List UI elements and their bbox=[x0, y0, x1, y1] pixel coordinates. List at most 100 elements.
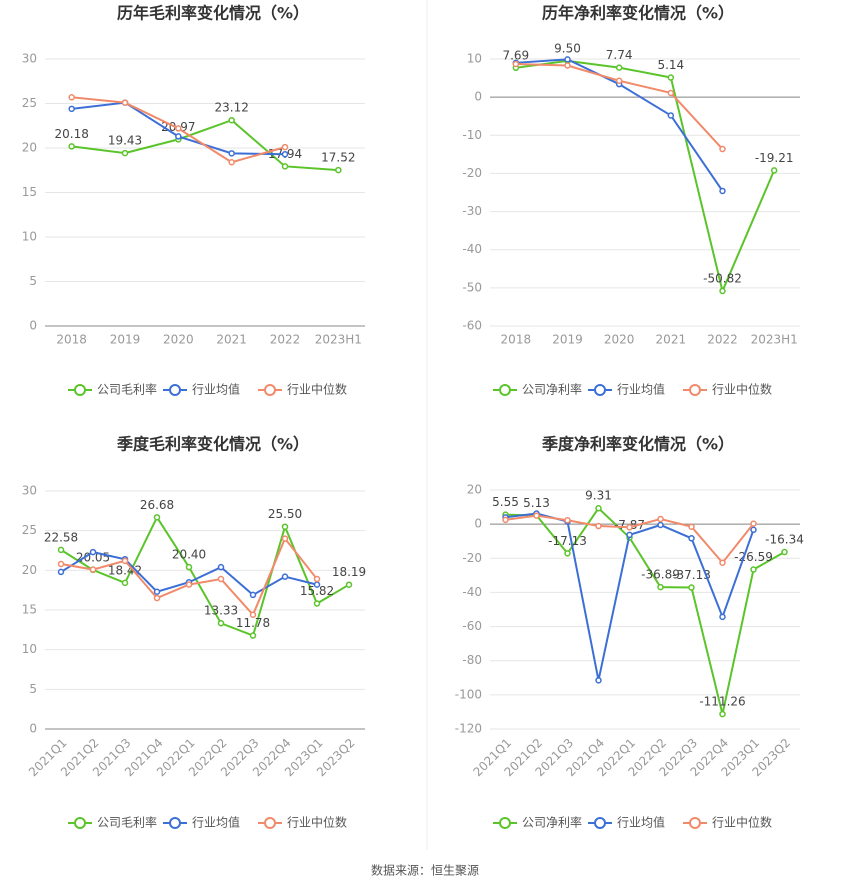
point bbox=[281, 523, 289, 530]
point bbox=[688, 523, 695, 530]
y-tick-label: 10 bbox=[22, 230, 37, 244]
y-tick-label: 0 bbox=[29, 722, 37, 736]
point bbox=[750, 566, 757, 573]
x-tick-label: 2023H1 bbox=[751, 333, 798, 347]
point bbox=[68, 143, 75, 150]
point bbox=[667, 112, 675, 119]
y-tick-label: -10 bbox=[462, 128, 482, 142]
series-line bbox=[71, 119, 339, 172]
legend-label: 行业中位数 bbox=[287, 815, 347, 830]
point bbox=[615, 77, 623, 84]
data-label: -19.21 bbox=[755, 151, 794, 165]
legend-marker bbox=[689, 817, 701, 829]
point bbox=[335, 166, 342, 174]
x-tick-label: 2020 bbox=[604, 333, 635, 347]
point bbox=[667, 89, 675, 97]
point bbox=[719, 287, 726, 295]
data-label: 19.43 bbox=[108, 134, 142, 148]
point bbox=[121, 149, 129, 157]
data-label: -36.89 bbox=[641, 568, 680, 582]
point bbox=[564, 56, 571, 63]
point bbox=[502, 516, 509, 524]
series-line bbox=[505, 512, 755, 681]
point bbox=[595, 504, 602, 512]
point bbox=[564, 516, 571, 524]
legend-marker bbox=[74, 817, 86, 829]
legend-marker bbox=[74, 384, 86, 396]
point bbox=[249, 591, 257, 599]
data-label: 5.13 bbox=[523, 496, 550, 510]
legend-label: 行业均值 bbox=[617, 382, 665, 397]
data-label: 7.69 bbox=[502, 48, 529, 62]
y-tick-label: 5 bbox=[29, 274, 37, 288]
chart-title: 季度毛利率变化情况（%） bbox=[116, 435, 309, 454]
y-tick-label: -40 bbox=[462, 585, 482, 599]
data-label: -37.13 bbox=[672, 568, 711, 582]
y-tick-label: 0 bbox=[29, 319, 37, 333]
y-tick-label: -30 bbox=[462, 204, 482, 218]
legend-label: 行业均值 bbox=[192, 815, 240, 830]
data-label: 20.18 bbox=[54, 127, 88, 141]
legend-marker bbox=[169, 817, 181, 829]
x-tick-label: 2021 bbox=[216, 333, 247, 347]
point bbox=[564, 550, 571, 557]
point bbox=[121, 99, 129, 106]
series-line bbox=[505, 506, 785, 715]
x-tick-label: 2022 bbox=[707, 333, 738, 347]
y-tick-label: -60 bbox=[462, 619, 482, 633]
legend-marker bbox=[169, 384, 181, 396]
point bbox=[595, 677, 602, 684]
source: 数据来源：恒生聚源 bbox=[371, 863, 479, 878]
data-label: 15.82 bbox=[300, 584, 334, 598]
legend-label: 公司毛利率 bbox=[97, 815, 157, 830]
data-label: 5.14 bbox=[657, 58, 684, 72]
data-label: 9.31 bbox=[585, 489, 612, 503]
point bbox=[533, 512, 540, 519]
y-tick-label: 20 bbox=[467, 483, 482, 497]
point bbox=[626, 523, 633, 531]
x-tick-label: 2023H1 bbox=[315, 333, 362, 347]
point bbox=[781, 548, 788, 556]
legend-label: 行业中位数 bbox=[712, 815, 772, 830]
data-label: 5.55 bbox=[492, 495, 519, 509]
y-tick-label: -50 bbox=[462, 280, 482, 294]
legend-marker bbox=[594, 384, 606, 396]
legend-label: 公司净利率 bbox=[522, 382, 582, 397]
y-tick-label: 20 bbox=[22, 141, 37, 155]
point bbox=[185, 581, 193, 588]
data-label: 17.52 bbox=[321, 151, 355, 165]
point bbox=[281, 573, 289, 580]
data-label: -17.13 bbox=[548, 534, 587, 548]
y-tick-label: 15 bbox=[22, 185, 37, 199]
series-line bbox=[515, 59, 776, 295]
point bbox=[153, 514, 161, 521]
point bbox=[719, 145, 726, 153]
point bbox=[228, 150, 235, 157]
point bbox=[217, 563, 225, 571]
y-tick-label: -20 bbox=[462, 551, 482, 565]
point bbox=[657, 583, 664, 591]
legend-label: 公司净利率 bbox=[522, 815, 582, 830]
legend-label: 行业均值 bbox=[192, 382, 240, 397]
legend-label: 行业中位数 bbox=[287, 382, 347, 397]
data-label: 26.68 bbox=[140, 498, 174, 512]
y-tick-label: 0 bbox=[474, 90, 482, 104]
legend-marker bbox=[499, 817, 511, 829]
data-label: 23.12 bbox=[214, 101, 248, 115]
legend-marker bbox=[499, 384, 511, 396]
point bbox=[89, 566, 97, 573]
y-tick-label: 10 bbox=[22, 642, 37, 656]
point bbox=[68, 94, 75, 101]
legend-marker bbox=[689, 384, 701, 396]
y-tick-label: -20 bbox=[462, 166, 482, 180]
data-label: 13.33 bbox=[204, 604, 238, 618]
point bbox=[228, 158, 235, 166]
point bbox=[688, 535, 695, 542]
legend-label: 行业均值 bbox=[617, 815, 665, 830]
x-tick-label: 2018 bbox=[56, 333, 87, 347]
y-tick-label: 20 bbox=[22, 563, 37, 577]
data-label: -16.34 bbox=[765, 533, 804, 547]
y-tick-label: 25 bbox=[22, 96, 37, 110]
chart: 季度净利率变化情况（%）-120-100-80-60-40-200202021Q… bbox=[455, 435, 804, 830]
chart-title: 历年净利率变化情况（%） bbox=[542, 4, 734, 23]
